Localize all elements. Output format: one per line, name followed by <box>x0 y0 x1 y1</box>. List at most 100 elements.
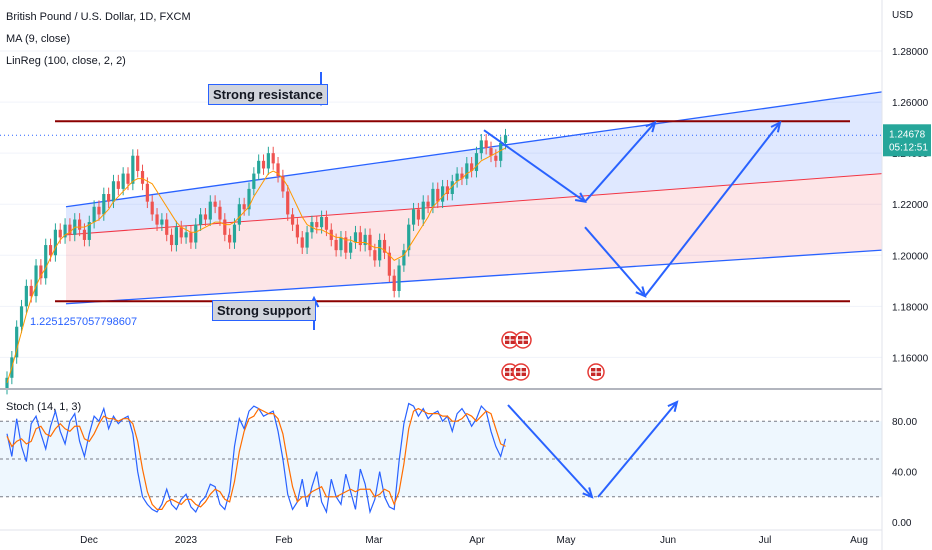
candle-body <box>382 239 387 253</box>
candle-body <box>407 224 411 251</box>
candle-body <box>441 186 445 202</box>
candle-body <box>189 232 193 243</box>
candle-body <box>160 219 164 225</box>
candle-body <box>165 219 169 235</box>
candle-body <box>179 227 183 238</box>
candle-body <box>426 201 430 207</box>
candle-body <box>266 153 270 169</box>
candle-body <box>184 232 188 238</box>
candle-body <box>494 155 498 161</box>
projection-arrow <box>584 121 656 203</box>
candle-body <box>290 214 295 225</box>
candle-body <box>208 201 212 220</box>
price-tick-label: 1.18000 <box>892 302 929 313</box>
candle-body <box>368 234 372 251</box>
candle-body <box>24 285 28 307</box>
candle-body <box>353 232 358 243</box>
projection-arrow <box>644 121 781 297</box>
candle-body <box>194 224 198 243</box>
candle-body <box>320 216 324 228</box>
candle-body <box>34 265 38 297</box>
projection-arrow <box>584 226 646 297</box>
candle-body <box>499 142 503 161</box>
regression-upper-line <box>65 91 883 208</box>
linreg-legend: LinReg (100, close, 2, 2) <box>6 55 126 67</box>
candle-body <box>58 229 62 238</box>
candle-body <box>82 229 87 240</box>
candle-body <box>92 206 96 223</box>
candle-body <box>213 201 217 207</box>
candle-body <box>363 234 367 246</box>
candle-body <box>431 188 435 207</box>
candle-body <box>271 153 275 164</box>
stoch-arrow-up <box>597 401 678 498</box>
time-tick-label: Apr <box>469 535 485 546</box>
candle-body <box>344 237 348 253</box>
stoch-arrow-up-head <box>667 400 679 412</box>
candle-body <box>15 326 19 358</box>
candle-body <box>48 245 53 256</box>
projection-arrow-head <box>770 120 782 133</box>
candle-body <box>305 232 309 248</box>
stoch-tick-label: 80.00 <box>892 417 917 428</box>
candle-body <box>334 239 338 251</box>
candle-body <box>378 239 382 261</box>
price-tick-label: 1.16000 <box>892 353 929 364</box>
candle-body <box>479 140 483 154</box>
candle-body <box>29 285 33 297</box>
candle-body <box>373 250 377 261</box>
stoch-arrow-down <box>507 404 593 498</box>
time-tick-label: Dec <box>80 535 98 546</box>
candle-body <box>97 206 101 215</box>
candle-body <box>232 224 237 243</box>
candle-body <box>411 209 416 225</box>
time-tick-label: Jun <box>660 535 676 546</box>
stoch-tick-label: 0.00 <box>892 518 912 529</box>
candle-body <box>19 306 24 327</box>
candle-body <box>416 209 420 220</box>
candle-body <box>63 224 67 238</box>
time-tick-label: 2023 <box>175 535 198 546</box>
candle-body <box>145 183 149 202</box>
candle-body <box>102 194 106 215</box>
candle-body <box>218 206 222 220</box>
strong-support-label: Strong support <box>212 300 316 321</box>
stoch-d-line <box>6 407 506 510</box>
candle-body <box>358 232 362 246</box>
candle-body <box>39 265 43 279</box>
candle-body <box>199 214 203 225</box>
candle-body <box>121 173 125 189</box>
candle-body <box>174 227 178 246</box>
price-axis-bg <box>882 0 932 550</box>
candle-body <box>131 155 135 184</box>
price-tag-value: 1.24678 <box>889 129 926 140</box>
price-tag <box>883 124 931 157</box>
candle-body <box>140 171 145 184</box>
candle-body <box>281 176 285 192</box>
candle-body <box>339 237 343 251</box>
candle-body <box>126 173 130 184</box>
candle-body <box>261 160 266 169</box>
candle-body <box>300 237 304 248</box>
candle-body <box>286 191 290 215</box>
regression-lower-fill <box>66 173 882 304</box>
projection-arrow-head <box>645 120 657 133</box>
price-tick-label: 1.22000 <box>892 200 929 211</box>
candle-body <box>116 181 120 189</box>
candle-body <box>465 163 469 179</box>
time-tick-label: Jul <box>759 535 772 546</box>
strong-resistance-label: Strong resistance <box>208 84 328 105</box>
candle-body <box>53 229 57 256</box>
stoch-k-line <box>6 402 507 515</box>
candle-body <box>503 135 508 143</box>
candle-body <box>324 216 329 230</box>
candle-body <box>387 252 391 276</box>
chart-title: British Pound / U.S. Dollar, 1D, FXCM <box>6 11 191 23</box>
time-tick-label: May <box>557 535 576 546</box>
stoch-tick-label: 40.00 <box>892 468 917 479</box>
price-tick-label: 1.28000 <box>892 47 929 58</box>
candle-body <box>489 148 493 156</box>
candle-body <box>78 219 82 230</box>
price-tick-label: 1.26000 <box>892 98 929 109</box>
time-tick-label: Mar <box>365 535 383 546</box>
